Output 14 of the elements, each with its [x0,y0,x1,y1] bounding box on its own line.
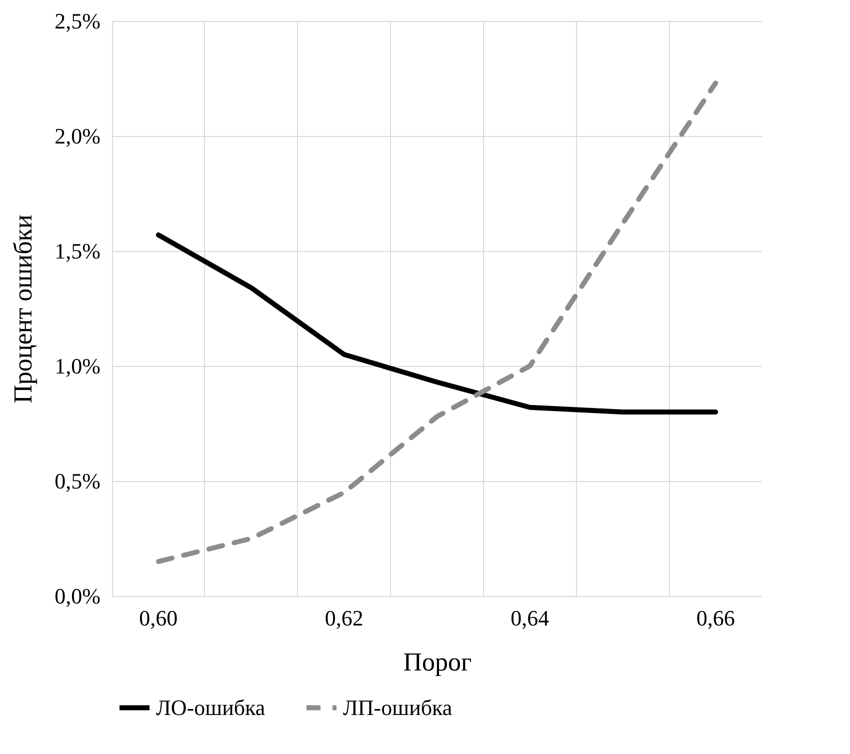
y-tick-label: 2,0% [54,124,100,148]
x-tick-label: 0,60 [139,606,178,630]
x-tick-label: 0,64 [510,606,550,630]
y-tick-label: 1,0% [54,354,100,378]
y-axis-title: Процент ошибки [8,214,38,404]
x-axis-title: Порог [403,648,472,676]
x-tick-label: 0,66 [696,606,735,630]
legend-label: ЛП-ошибка [343,694,452,720]
y-tick-label: 2,5% [54,8,100,34]
y-tick-label: 1,5% [54,238,100,264]
y-tick-label: 0,5% [54,468,100,494]
y-tick-label: 0,0% [54,584,100,608]
x-tick-label: 0,62 [324,606,364,630]
legend-label: ЛО-ошибка [156,694,266,720]
